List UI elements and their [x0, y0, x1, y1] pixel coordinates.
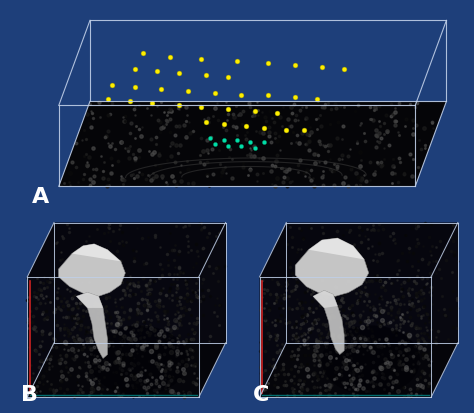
Polygon shape — [309, 238, 364, 259]
Polygon shape — [295, 238, 369, 296]
Polygon shape — [27, 223, 54, 397]
Polygon shape — [260, 223, 286, 397]
Polygon shape — [313, 290, 337, 308]
Polygon shape — [27, 343, 226, 397]
Polygon shape — [260, 343, 458, 397]
Polygon shape — [90, 325, 188, 395]
Polygon shape — [72, 244, 121, 261]
Polygon shape — [59, 20, 90, 186]
Polygon shape — [260, 223, 458, 277]
Polygon shape — [260, 277, 431, 397]
Polygon shape — [76, 292, 108, 358]
Polygon shape — [27, 223, 226, 277]
Polygon shape — [59, 20, 447, 105]
Polygon shape — [58, 244, 125, 296]
Polygon shape — [27, 277, 199, 397]
Polygon shape — [199, 223, 226, 397]
Polygon shape — [54, 223, 226, 343]
Text: A: A — [32, 187, 49, 206]
Polygon shape — [415, 20, 447, 186]
Polygon shape — [90, 20, 447, 101]
Polygon shape — [431, 223, 458, 397]
Polygon shape — [76, 292, 103, 308]
Polygon shape — [59, 101, 447, 186]
Polygon shape — [322, 325, 420, 395]
Polygon shape — [286, 223, 458, 343]
Polygon shape — [313, 290, 344, 354]
Text: C: C — [253, 385, 269, 405]
Text: B: B — [21, 385, 37, 405]
